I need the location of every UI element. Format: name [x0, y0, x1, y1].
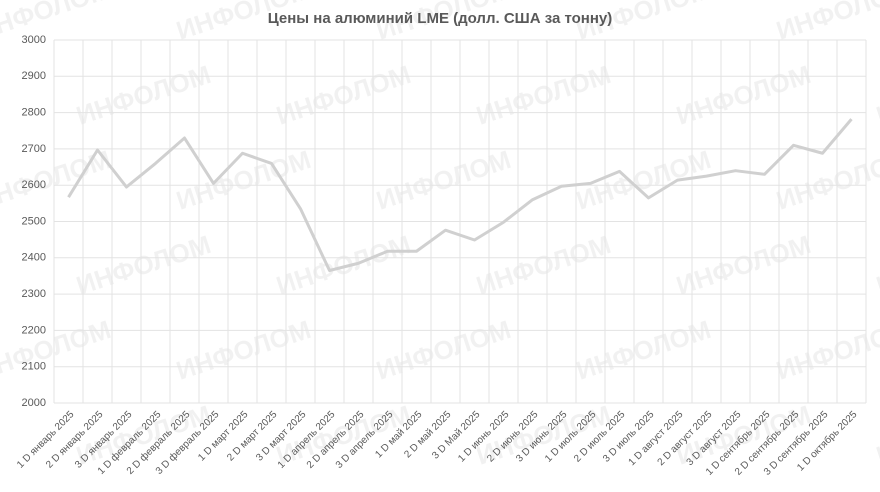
y-tick-label: 2900	[22, 70, 46, 82]
watermark: ИНФОЛОМ	[373, 144, 515, 216]
y-tick-label: 2800	[22, 107, 46, 119]
watermark: ИНФОЛОМ	[0, 144, 114, 216]
watermark: ИНФОЛОМ	[473, 59, 615, 131]
watermark: ИНФОЛОМ	[673, 229, 815, 301]
watermark: ИНФОЛОМ	[473, 229, 615, 301]
watermark: ИНФОЛОМ	[773, 314, 880, 386]
watermark: ИНФОЛОМ	[373, 314, 515, 386]
watermark: ИНФОЛОМ	[873, 59, 880, 131]
watermark: ИНФОЛОМ	[173, 314, 315, 386]
watermark: ИНФОЛОМ	[573, 314, 715, 386]
watermark: ИНФОЛОМ	[773, 0, 880, 46]
x-tick-label: 2 D март 2025	[225, 409, 280, 464]
watermark: ИНФОЛОМ	[0, 0, 114, 46]
y-tick-label: 2100	[22, 361, 46, 373]
y-tick-label: 2700	[22, 143, 46, 155]
chart-title: Цены на алюминий LME (долл. США за тонну…	[268, 10, 613, 27]
watermark: ИНФОЛОМ	[73, 59, 215, 131]
y-tick-label: 2400	[22, 252, 46, 264]
watermark: ИНФОЛОМ	[273, 229, 415, 301]
watermark: ИНФОЛОМ	[673, 59, 815, 131]
watermark: ИНФОЛОМ	[0, 314, 114, 386]
y-tick-label: 2500	[22, 215, 46, 227]
y-tick-label: 3000	[22, 34, 46, 46]
y-tick-label: 2300	[22, 288, 46, 300]
y-tick-label: 2000	[22, 397, 46, 409]
watermark: ИНФОЛОМ	[273, 59, 415, 131]
watermark: ИНФОЛОМ	[873, 399, 880, 471]
watermark: ИНФОЛОМ	[73, 229, 215, 301]
line	[67, 118, 853, 273]
watermark: ИНФОЛОМ	[773, 144, 880, 216]
watermark: ИНФОЛОМ	[873, 229, 880, 301]
y-tick-label: 2600	[22, 179, 46, 191]
y-tick-label: 2200	[22, 324, 46, 336]
watermark: ИНФОЛОМ	[573, 144, 715, 216]
